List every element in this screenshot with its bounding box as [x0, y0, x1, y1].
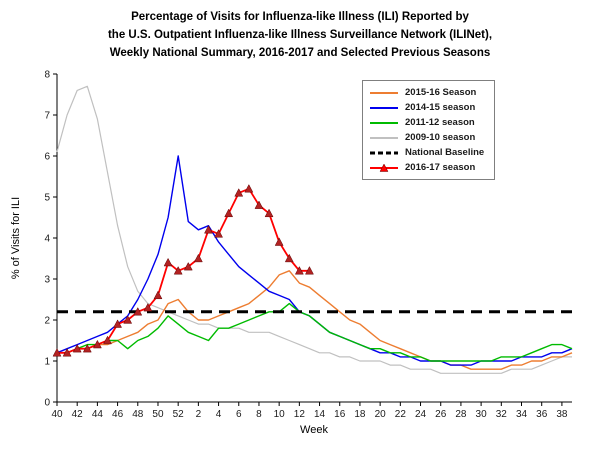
svg-text:6: 6 — [236, 409, 242, 420]
svg-text:4: 4 — [44, 234, 50, 245]
legend-line-sample — [370, 136, 398, 139]
legend-item-label: National Baseline — [405, 147, 485, 158]
legend-item: 2016-17 season — [369, 162, 484, 173]
svg-text:30: 30 — [476, 409, 488, 420]
legend-item-label: 2015-16 Season — [405, 87, 477, 98]
svg-text:14: 14 — [314, 409, 326, 420]
svg-text:40: 40 — [51, 409, 63, 420]
svg-text:20: 20 — [375, 409, 387, 420]
svg-text:24: 24 — [415, 409, 427, 420]
svg-text:52: 52 — [173, 409, 185, 420]
chart-title-line-2: the U.S. Outpatient Influenza-like Illne… — [107, 29, 493, 41]
svg-text:26: 26 — [435, 409, 447, 420]
svg-text:48: 48 — [132, 409, 144, 420]
legend-item: 2011-12 season — [369, 117, 484, 128]
svg-text:42: 42 — [72, 409, 84, 420]
svg-text:44: 44 — [92, 409, 104, 420]
svg-text:8: 8 — [44, 70, 50, 81]
legend-line-sample — [370, 91, 398, 94]
legend: 2015-16 Season 2014-15 season 2011-12 seas… — [362, 80, 496, 180]
svg-text:5: 5 — [44, 193, 50, 204]
svg-text:18: 18 — [354, 409, 366, 420]
legend-line-sample — [370, 106, 398, 109]
legend-item: National Baseline — [369, 147, 484, 158]
legend-item-label: 2009-10 season — [405, 132, 476, 143]
legend-line-sample — [370, 151, 398, 154]
svg-text:3: 3 — [44, 275, 50, 286]
svg-text:8: 8 — [256, 409, 262, 420]
legend-item-label: 2016-17 season — [405, 162, 476, 173]
svg-text:50: 50 — [152, 409, 164, 420]
legend-item-label: 2014-15 season — [405, 102, 476, 113]
svg-text:2: 2 — [196, 409, 202, 420]
chart-title: Percentage of Visits for Influenza-like … — [0, 8, 600, 62]
legend-item: 2015-16 Season — [369, 87, 484, 98]
svg-text:38: 38 — [556, 409, 568, 420]
svg-text:16: 16 — [334, 409, 346, 420]
chart-title-line-3: Weekly National Summary, 2016-2017 and S… — [109, 47, 491, 59]
svg-text:4: 4 — [216, 409, 222, 420]
legend-item: 2009-10 season — [369, 132, 484, 143]
x-axis-label: Week — [300, 424, 328, 436]
svg-text:7: 7 — [44, 111, 50, 122]
svg-text:12: 12 — [294, 409, 306, 420]
svg-text:10: 10 — [274, 409, 286, 420]
svg-text:2: 2 — [44, 316, 50, 327]
svg-text:1: 1 — [44, 357, 50, 368]
svg-text:32: 32 — [496, 409, 508, 420]
chart-title-line-1: Percentage of Visits for Influenza-like … — [131, 11, 469, 23]
svg-text:36: 36 — [536, 409, 548, 420]
svg-text:46: 46 — [112, 409, 124, 420]
svg-text:22: 22 — [395, 409, 407, 420]
svg-text:6: 6 — [44, 152, 50, 163]
svg-text:0: 0 — [44, 398, 50, 409]
svg-text:34: 34 — [516, 409, 528, 420]
legend-line-sample — [370, 121, 398, 124]
legend-item-label: 2011-12 season — [405, 117, 475, 128]
legend-item: 2014-15 season — [369, 102, 484, 113]
legend-line-sample — [370, 162, 398, 172]
svg-text:28: 28 — [455, 409, 467, 420]
